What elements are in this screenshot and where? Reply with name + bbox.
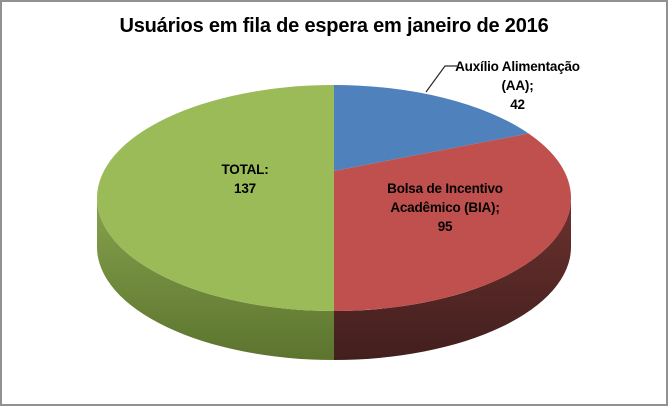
slice-label-bia-line1: Bolsa de Incentivo	[387, 181, 503, 196]
pie-slice-0	[334, 85, 529, 171]
slice-label-aa-line2: (AA);	[501, 78, 534, 93]
pie-slices	[97, 85, 571, 360]
slice-label-aa-line1: Auxílio Alimentação	[455, 59, 580, 74]
aa-label-leader-line	[425, 65, 457, 93]
pie-slice-1	[334, 133, 571, 311]
pie-side-1	[334, 198, 571, 360]
chart-title: Usuários em fila de espera em janeiro de…	[119, 15, 549, 37]
slice-label-total-line1: TOTAL:	[221, 162, 269, 177]
slice-label-bia-line2: Acadêmico (BIA);	[390, 200, 500, 215]
slice-label-bia-value: 95	[437, 219, 453, 234]
slice-label-total: TOTAL: 137	[165, 160, 325, 198]
pie-slice-2	[97, 85, 334, 311]
slice-label-aa-value: 42	[510, 97, 525, 112]
slice-label-total-value: 137	[234, 181, 256, 196]
slice-label-aa: Auxílio Alimentação (AA); 42	[415, 57, 620, 114]
pie-side-2	[97, 198, 334, 360]
slice-label-bia: Bolsa de Incentivo Acadêmico (BIA); 95	[345, 179, 545, 236]
